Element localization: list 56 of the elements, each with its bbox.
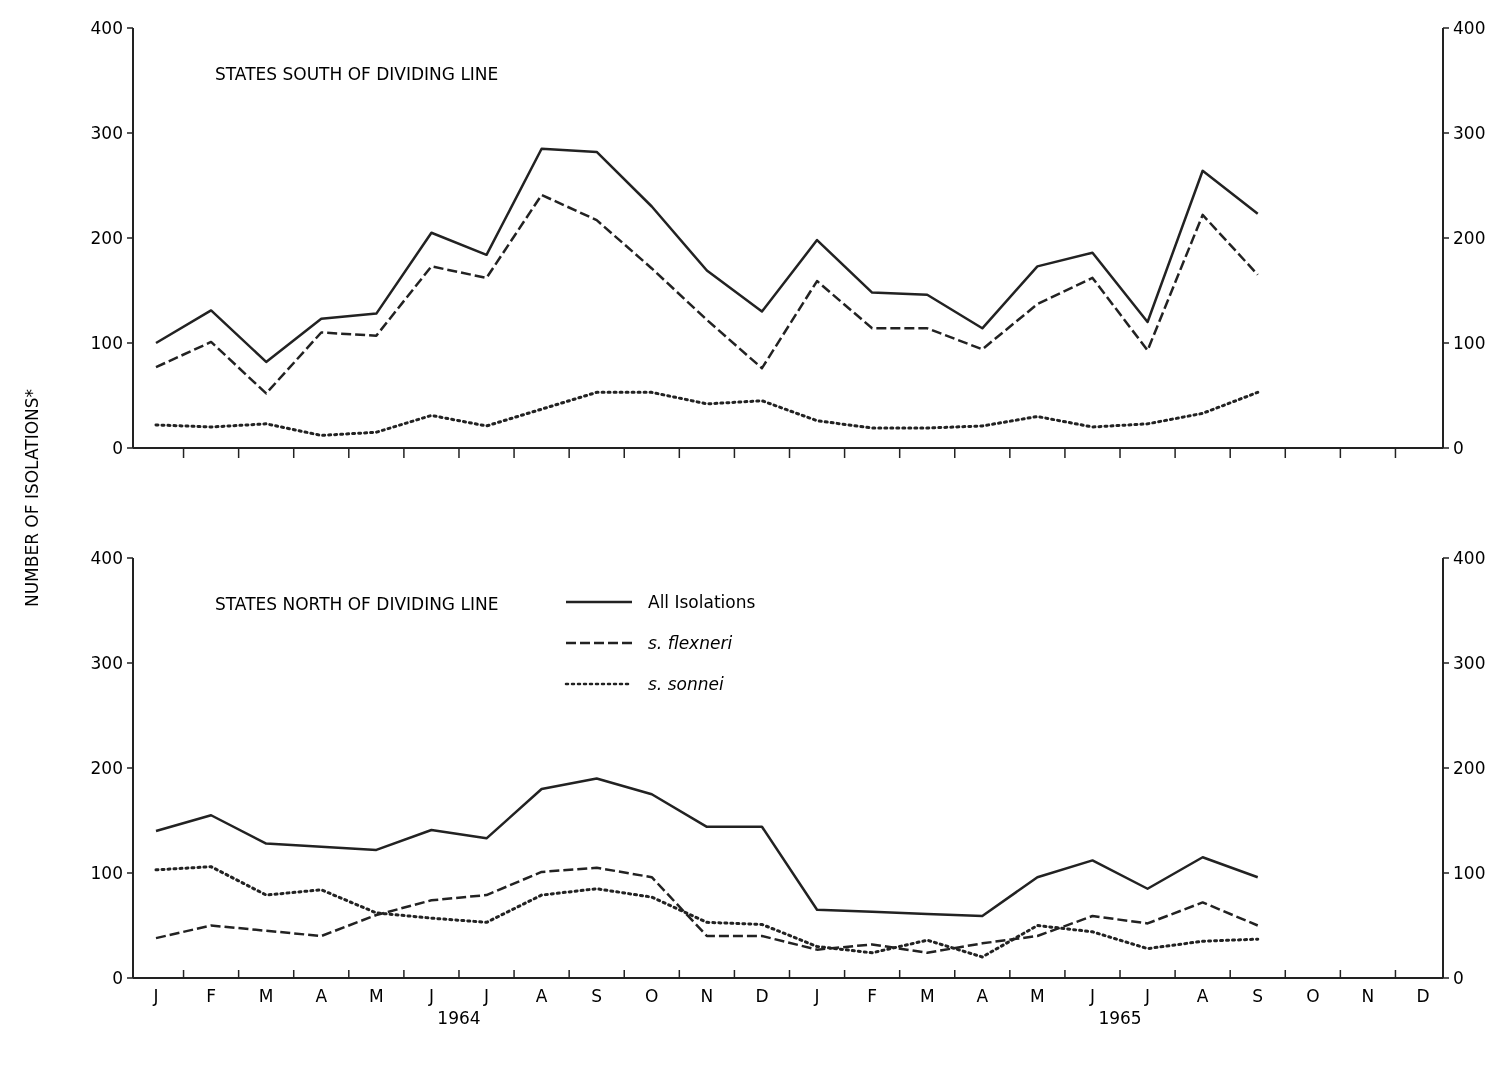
x-tick-label: O — [645, 986, 659, 1006]
y-tick-label: 400 — [90, 547, 123, 568]
y-tick-label: 100 — [90, 332, 123, 353]
x-tick-label: S — [1252, 986, 1264, 1006]
text: 1965 — [1098, 1008, 1142, 1028]
y-tick-label: 400 — [90, 17, 123, 38]
x-tick-label: F — [867, 986, 878, 1006]
y2-tick-label: 300 — [1453, 652, 1486, 673]
x-tick-label: O — [1306, 986, 1320, 1006]
legend-label: s. sonnei — [648, 673, 724, 694]
y-tick-label: 200 — [90, 757, 123, 778]
x-tick-label: J — [483, 986, 490, 1006]
x-tick-label: D — [755, 986, 769, 1006]
x-tick-label: F — [206, 986, 216, 1006]
x-tick-label: A — [1196, 986, 1209, 1006]
legend-label: All Isolations — [648, 591, 756, 612]
text: STATES NORTH OF DIVIDING LINE — [215, 594, 499, 614]
x-tick-label: J — [813, 986, 820, 1006]
y2-tick-label: 100 — [1453, 862, 1486, 883]
x-tick-label: M — [1030, 986, 1045, 1006]
legend-label: s. flexneri — [648, 632, 733, 653]
y2-tick-label: 300 — [1453, 122, 1486, 143]
y2-tick-label: 200 — [1453, 227, 1486, 248]
x-tick-label: M — [258, 986, 274, 1006]
y2-tick-label: 0 — [1453, 437, 1464, 458]
line-series — [154, 193, 1259, 395]
y-tick-label: 300 — [90, 652, 123, 673]
x-tick-label: M — [919, 986, 935, 1006]
y-tick-label: 100 — [90, 862, 123, 883]
line-series — [154, 390, 1260, 437]
x-tick-label: J — [1144, 986, 1151, 1006]
y-tick-label: 200 — [90, 227, 123, 248]
y-tick-label: 0 — [112, 967, 123, 988]
y2-tick-label: 200 — [1453, 757, 1486, 778]
x-tick-label: J — [427, 986, 434, 1006]
x-tick-label: S — [591, 986, 603, 1006]
text: 1964 — [437, 1008, 481, 1028]
x-tick-label: M — [369, 986, 384, 1006]
y-tick-label: 0 — [112, 437, 123, 458]
y-tick-label: 300 — [90, 122, 123, 143]
y2-tick-label: 400 — [1453, 17, 1486, 38]
x-tick-label: A — [315, 986, 328, 1006]
x-tick-label: N — [700, 986, 714, 1006]
x-tick-label: J — [152, 986, 159, 1006]
x-tick-label: D — [1416, 986, 1430, 1006]
line-series — [154, 147, 1259, 364]
x-tick-label: J — [1088, 986, 1095, 1006]
y2-tick-label: 100 — [1453, 332, 1486, 353]
x-tick-label: A — [976, 986, 989, 1006]
y2-tick-label: 400 — [1453, 547, 1486, 568]
x-tick-label: A — [535, 986, 548, 1006]
x-tick-label: N — [1361, 986, 1375, 1006]
line-series — [154, 777, 1259, 918]
text: STATES SOUTH OF DIVIDING LINE — [215, 64, 499, 84]
y2-tick-label: 0 — [1453, 967, 1464, 988]
y-axis-title: NUMBER OF ISOLATIONS* — [22, 388, 42, 608]
